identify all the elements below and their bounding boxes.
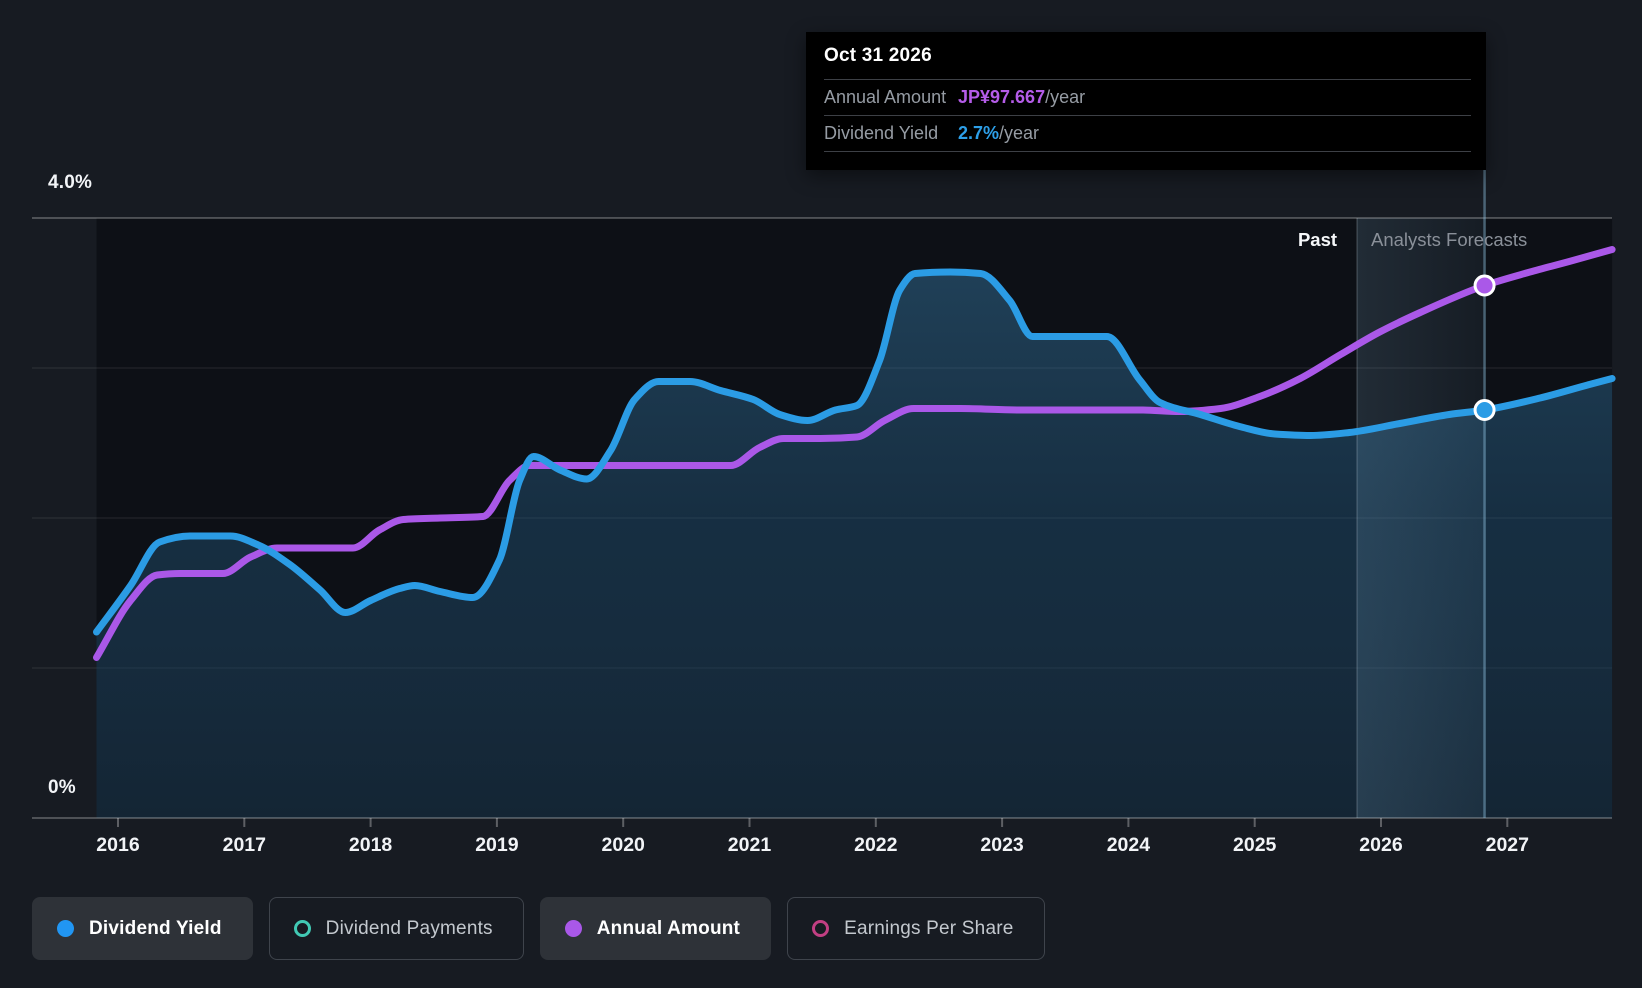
dividend-yield-marker	[1475, 401, 1494, 420]
x-tick-label: 2016	[96, 834, 140, 856]
legend-button-dividend-payments[interactable]: Dividend Payments	[269, 897, 524, 960]
y-axis-label-bottom: 0%	[48, 777, 76, 799]
legend-ring-icon	[294, 920, 311, 937]
legend-label: Annual Amount	[597, 918, 740, 940]
tooltip-label: Dividend Yield	[824, 123, 958, 144]
x-axis: 2016 2017 2018 2019 2020 2021 2022 2023 2024 2025…	[96, 818, 1529, 856]
legend-button-earnings-per-share[interactable]: Earnings Per Share	[787, 897, 1044, 960]
x-tick-label: 2019	[475, 834, 519, 856]
x-tick-label: 2022	[854, 834, 898, 856]
forecast-band-rect	[1357, 218, 1485, 818]
x-tick-label: 2023	[980, 834, 1024, 856]
x-tick-label: 2020	[602, 834, 646, 856]
legend-ring-icon	[812, 920, 829, 937]
x-tick-label: 2027	[1486, 834, 1529, 856]
x-tick-label: 2026	[1359, 834, 1403, 856]
tooltip-row-dividend-yield: Dividend Yield 2.7%/year	[824, 115, 1471, 152]
legend-button-annual-amount[interactable]: Annual Amount	[540, 897, 771, 960]
legend-dot-icon	[565, 920, 582, 937]
forecast-band	[1357, 218, 1485, 818]
analysts-forecasts-label: Analysts Forecasts	[1371, 229, 1527, 251]
x-tick-label: 2018	[349, 834, 393, 856]
x-tick-label: 2017	[223, 834, 266, 856]
tooltip-label: Annual Amount	[824, 87, 958, 108]
tooltip-value: 2.7%	[958, 123, 999, 144]
tooltip-suffix: /year	[1045, 87, 1085, 108]
dividend-chart-page: 2016 2017 2018 2019 2020 2021 2022 2023 2024 2025…	[0, 0, 1642, 988]
legend-label: Dividend Payments	[326, 918, 493, 940]
past-label: Past	[1298, 229, 1337, 251]
x-tick-label: 2024	[1107, 834, 1151, 856]
legend-button-dividend-yield[interactable]: Dividend Yield	[32, 897, 253, 960]
tooltip-row-annual-amount: Annual Amount JP¥97.667/year	[824, 79, 1471, 115]
chart-legend: Dividend Yield Dividend Payments Annual Am…	[32, 897, 1045, 960]
legend-dot-icon	[57, 920, 74, 937]
annual-amount-marker	[1475, 276, 1494, 295]
chart-tooltip: Oct 31 2026 Annual Amount JP¥97.667/year…	[806, 32, 1486, 170]
legend-label: Dividend Yield	[89, 918, 222, 940]
tooltip-suffix: /year	[999, 123, 1039, 144]
x-tick-label: 2025	[1233, 834, 1277, 856]
tooltip-value: JP¥97.667	[958, 87, 1045, 108]
legend-label: Earnings Per Share	[844, 918, 1013, 940]
y-axis-label-top: 4.0%	[48, 172, 92, 194]
tooltip-date: Oct 31 2026	[806, 45, 1486, 79]
x-tick-label: 2021	[728, 834, 772, 856]
